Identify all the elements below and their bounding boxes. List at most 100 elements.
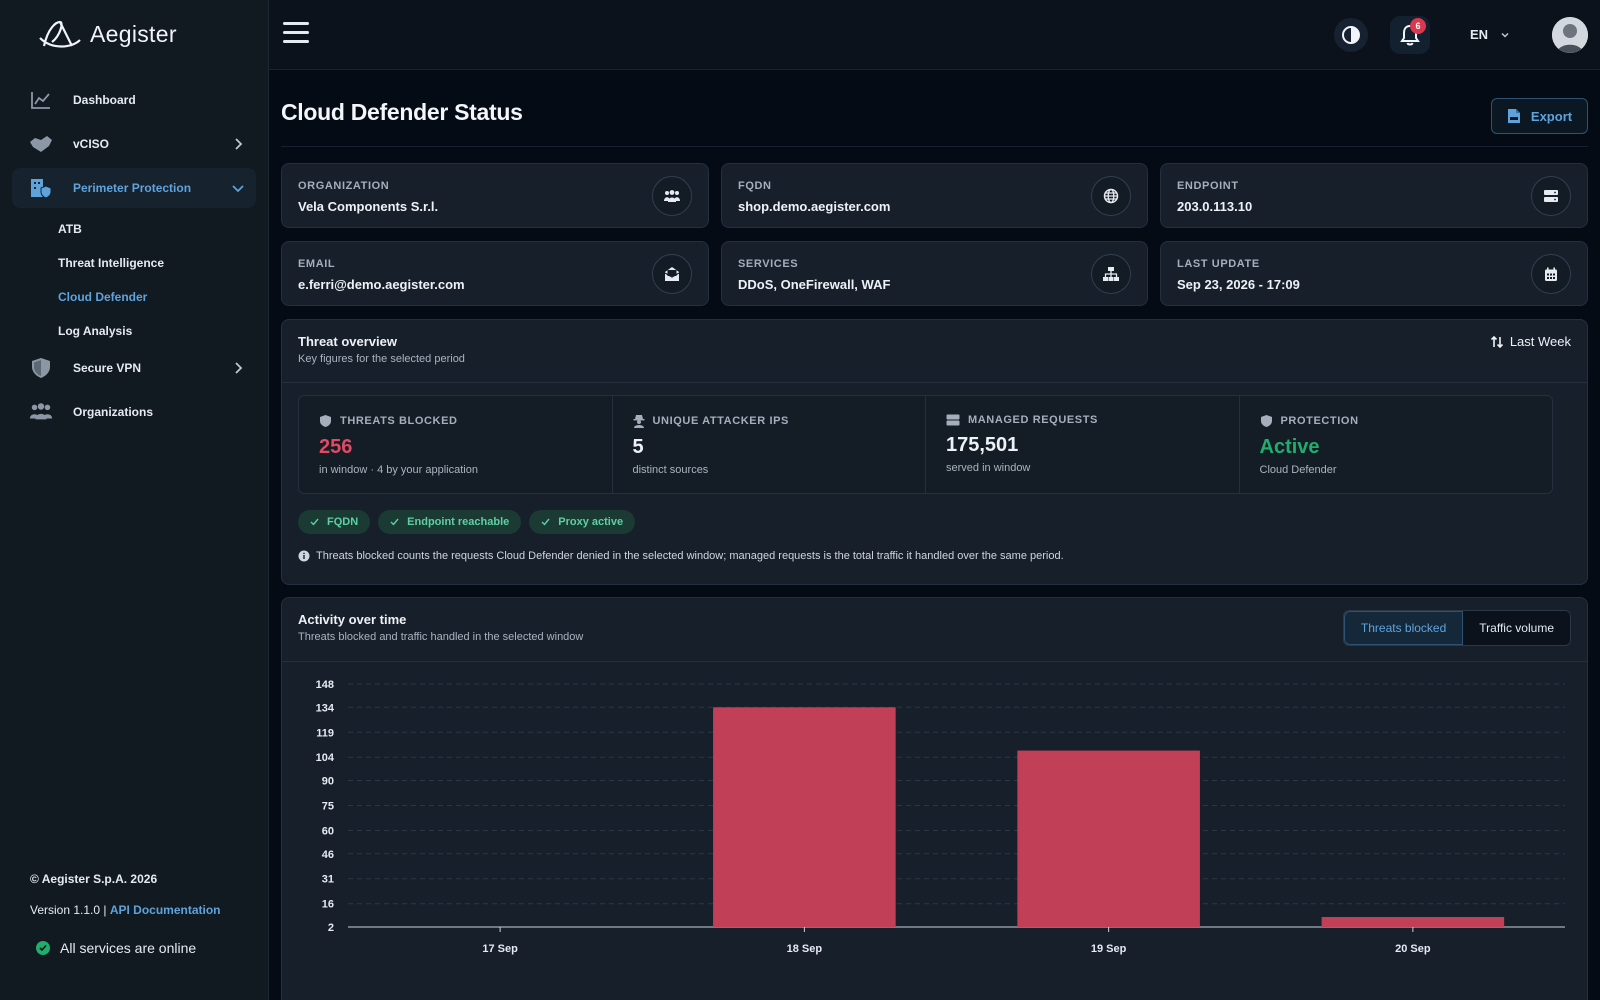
sidebar-item-label: Organizations — [73, 405, 154, 419]
language-value: EN — [1470, 27, 1489, 42]
sidebar-item-secure-vpn[interactable]: Secure VPN — [12, 348, 256, 388]
y-tick-label: 2 — [328, 922, 334, 934]
sidebar-item-label: Perimeter Protection — [73, 181, 192, 195]
check-icon — [541, 518, 550, 526]
stat-sub: distinct sources — [632, 464, 709, 476]
fqdn-card: FQDN shop.demo.aegister.com — [721, 163, 1148, 228]
sidebar-subitem-cloud-defender[interactable]: Cloud Defender — [58, 290, 148, 304]
language-select[interactable]: EN — [1470, 27, 1510, 42]
toggle-threats-blocked[interactable]: Threats blocked — [1343, 611, 1464, 645]
top-bar: 6 EN — [269, 0, 1600, 70]
x-tick-label: 17 Sep — [482, 943, 518, 955]
export-label: Export — [1530, 108, 1573, 124]
email-card: EMAIL e.ferri@demo.aegister.com — [281, 241, 709, 306]
globe-icon — [1103, 188, 1119, 204]
last-update-button[interactable] — [1531, 254, 1571, 294]
chevron-right-icon — [235, 362, 243, 374]
y-tick-label: 16 — [322, 899, 334, 911]
stat-unique-attacker-ips: UNIQUE ATTACKER IPS 5 distinct sources — [613, 396, 926, 493]
chip-label: Proxy active — [558, 516, 624, 528]
contrast-icon — [1342, 26, 1360, 44]
organization-card: ORGANIZATION Vela Components S.r.l. — [281, 163, 709, 228]
last-update-value: Sep 23, 2026 - 17:09 — [1177, 277, 1300, 292]
user-avatar-icon — [1552, 17, 1588, 53]
theme-toggle-button[interactable] — [1334, 18, 1368, 52]
export-button[interactable]: Export — [1491, 98, 1588, 134]
server-icon — [1544, 190, 1558, 202]
sidebar-item-label: Secure VPN — [73, 361, 142, 375]
y-tick-label: 60 — [322, 825, 334, 837]
y-tick-label: 119 — [316, 727, 334, 739]
users-icon — [664, 190, 680, 202]
aegister-logo-icon — [39, 20, 81, 48]
threats-blocked-value: 256 — [319, 436, 353, 458]
endpoint-button[interactable] — [1531, 176, 1571, 216]
organization-button[interactable] — [652, 176, 692, 216]
fqdn-button[interactable] — [1091, 176, 1131, 216]
sort-icon — [1490, 335, 1503, 348]
card-label: LAST UPDATE — [1177, 258, 1260, 270]
card-label: EMAIL — [298, 258, 336, 270]
chart-bar — [1321, 917, 1505, 927]
service-status-text: All services are online — [60, 940, 197, 956]
period-selector[interactable]: Last Week — [1490, 334, 1571, 349]
chart-mode-toggle: Threats blocked Traffic volume — [1342, 610, 1571, 646]
sidebar-nav: Dashboard vCISO Perimeter Protection ATB… — [12, 80, 256, 436]
sidebar-item-organizations[interactable]: Organizations — [12, 392, 256, 432]
envelope-open-icon — [664, 267, 680, 281]
stat-protection: PROTECTION Active Cloud Defender — [1240, 396, 1553, 493]
section-title: Activity over time — [298, 612, 407, 627]
info-icon — [298, 550, 310, 562]
sidebar: Aegister Dashboard vCISO Perimeter Prote… — [0, 0, 269, 1000]
sidebar-item-dashboard[interactable]: Dashboard — [12, 80, 256, 120]
threats-bar-chart: 2 16 31 46 60 75 90 104 119 134 148 17 Sep 18 Sep 19 … — [316, 679, 1565, 955]
protection-status-value: Active — [1259, 436, 1320, 458]
service-status: All services are online — [36, 940, 196, 956]
sidebar-subitem-atb[interactable]: ATB — [58, 222, 82, 236]
shield-icon — [29, 356, 53, 380]
toggle-traffic-volume[interactable]: Traffic volume — [1463, 611, 1570, 645]
sidebar-item-vciso[interactable]: vCISO — [12, 124, 256, 164]
card-label: ENDPOINT — [1177, 180, 1239, 192]
note-text: Threats blocked counts the requests Clou… — [316, 550, 1064, 562]
endpoint-card: ENDPOINT 203.0.113.10 — [1160, 163, 1588, 228]
stat-label: PROTECTION — [1280, 415, 1359, 427]
check-icon — [390, 518, 399, 526]
sidebar-subitem-threat-intelligence[interactable]: Threat Intelligence — [58, 256, 165, 270]
services-value: DDoS, OneFirewall, WAF — [738, 277, 891, 292]
threat-overview-panel: Threat overview Key figures for the sele… — [281, 319, 1588, 585]
chevron-down-icon — [232, 185, 244, 193]
email-value: e.ferri@demo.aegister.com — [298, 277, 465, 292]
chevron-down-icon — [1501, 32, 1509, 38]
y-tick-label: 31 — [322, 874, 334, 886]
stat-threats-blocked: THREATS BLOCKED 256 in window · 4 by you… — [299, 396, 613, 493]
version-info: Version 1.1.0 | API Documentation — [30, 903, 221, 917]
info-note: Threats blocked counts the requests Clou… — [298, 550, 1064, 562]
file-pdf-icon — [1507, 109, 1520, 123]
services-card: SERVICES DDoS, OneFirewall, WAF — [721, 241, 1148, 306]
period-value: Last Week — [1509, 334, 1571, 349]
check-circle-icon — [36, 941, 50, 955]
sidebar-item-perimeter-protection[interactable]: Perimeter Protection — [12, 168, 256, 208]
brand-logo[interactable]: Aegister — [38, 18, 177, 50]
handshake-icon — [29, 132, 53, 156]
section-subtitle: Key figures for the selected period — [298, 353, 465, 365]
sidebar-subitem-log-analysis[interactable]: Log Analysis — [58, 324, 133, 338]
status-badge-proxy: Proxy active — [529, 510, 636, 534]
status-chips: FQDN Endpoint reachable Proxy active — [298, 510, 636, 534]
chevron-right-icon — [235, 138, 243, 150]
services-button[interactable] — [1091, 254, 1131, 294]
server-icon — [946, 414, 960, 426]
chart-bar — [1017, 750, 1200, 927]
user-secret-icon — [633, 415, 644, 428]
stat-managed-requests: MANAGED REQUESTS 175,501 served in windo… — [926, 396, 1240, 493]
notifications-button[interactable]: 6 — [1390, 16, 1430, 54]
section-title: Threat overview — [298, 334, 397, 349]
api-documentation-link[interactable]: API Documentation — [109, 903, 221, 917]
email-button[interactable] — [652, 254, 692, 294]
y-tick-label: 104 — [316, 752, 335, 764]
avatar[interactable] — [1552, 17, 1588, 53]
divider — [282, 661, 1587, 662]
menu-toggle-icon[interactable] — [283, 22, 309, 44]
activity-chart: 2 16 31 46 60 75 90 104 119 134 148 17 Sep 18 Sep 19 … — [282, 662, 1569, 1000]
